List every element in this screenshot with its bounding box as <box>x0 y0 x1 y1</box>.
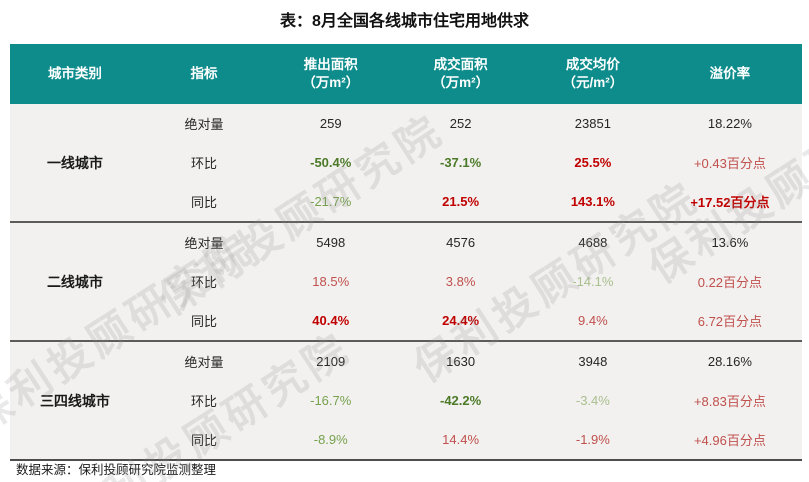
value-cell: 40.4% <box>312 313 350 328</box>
value-cell: 143.1% <box>570 194 615 209</box>
metric-label: 同比 <box>191 314 218 329</box>
value-cell: -37.1% <box>440 155 482 170</box>
value-cell: 28.16% <box>707 354 752 369</box>
category-label: 一线城市 <box>46 154 103 171</box>
value-cell: 14.4% <box>442 432 480 447</box>
value-cell: -8.9% <box>313 432 348 447</box>
column-header-label: 城市类别 <box>47 66 102 82</box>
page-title: 表：8月全国各线城市住宅用地供求 <box>280 13 529 30</box>
value-cell: 21.5% <box>442 194 480 209</box>
value-cell: 18.22% <box>707 116 752 131</box>
column-header-label: 推出面积 <box>303 57 358 73</box>
category-label: 二线城市 <box>46 273 103 290</box>
column-header-label: 成交均价 <box>565 57 620 73</box>
table-header-row: 城市类别 指标 推出面积 （万m²） 成交面积 （万m²） 成交均价 （元/m²） 溢价率 <box>10 44 802 104</box>
value-cell: +17.52百分点 <box>690 195 770 210</box>
value-cell: 2109 <box>316 354 346 369</box>
category-label: 三四线城市 <box>39 392 110 409</box>
value-cell: 4688 <box>578 235 608 250</box>
column-header: 城市类别 <box>10 44 140 104</box>
value-cell: 3.8% <box>445 274 476 289</box>
value-cell: 13.6% <box>711 235 749 250</box>
column-header-unit: （万m²） <box>302 75 360 90</box>
column-header: 溢价率 <box>658 44 802 104</box>
value-cell: 3948 <box>578 354 608 369</box>
value-cell: -16.7% <box>310 393 352 408</box>
metric-label: 绝对量 <box>184 355 224 370</box>
column-header: 成交面积 （万m²） <box>393 44 528 104</box>
value-cell: +8.83百分点 <box>693 394 766 409</box>
value-cell: 1630 <box>446 354 476 369</box>
value-cell: 5498 <box>316 235 346 250</box>
value-cell: +0.43百分点 <box>693 156 766 171</box>
column-header-label: 指标 <box>190 66 218 82</box>
data-source-note: 数据来源：保利投顾研究院监测整理 <box>16 463 217 477</box>
city-tier-group: 二线城市 绝对量 5498 4576 4688 13.6% 环比 18.5% 3.8% -14.1… <box>10 221 802 340</box>
value-cell: -42.2% <box>440 393 482 408</box>
metric-label: 同比 <box>191 433 218 448</box>
column-header-unit: （万m²） <box>432 75 490 90</box>
column-header-unit: （元/m²） <box>562 75 624 90</box>
value-cell: +4.96百分点 <box>693 433 766 448</box>
value-cell: -1.9% <box>575 432 610 447</box>
metric-label: 同比 <box>191 195 218 210</box>
column-header: 成交均价 （元/m²） <box>528 44 658 104</box>
metric-label: 环比 <box>191 156 218 171</box>
value-cell: 0.22百分点 <box>697 275 763 290</box>
value-cell: 23851 <box>574 116 611 131</box>
column-header: 指标 <box>140 44 268 104</box>
column-header: 推出面积 （万m²） <box>268 44 393 104</box>
value-cell: 9.4% <box>578 313 608 328</box>
value-cell: -3.4% <box>575 393 610 408</box>
value-cell: 4576 <box>446 235 476 250</box>
metric-label: 绝对量 <box>184 236 224 251</box>
value-cell: -50.4% <box>310 155 352 170</box>
metric-label: 环比 <box>191 394 218 409</box>
value-cell: 18.5% <box>312 274 350 289</box>
city-tier-group: 三四线城市 绝对量 2109 1630 3948 28.16% 环比 -16.7% -42.2%… <box>10 340 802 459</box>
value-cell: 6.72百分点 <box>697 314 763 329</box>
column-header-label: 成交面积 <box>433 57 488 73</box>
column-header-label: 溢价率 <box>709 66 751 82</box>
value-cell: -21.7% <box>310 194 352 209</box>
metric-label: 绝对量 <box>184 117 224 132</box>
metric-label: 环比 <box>191 275 218 290</box>
value-cell: 259 <box>319 116 342 131</box>
value-cell: 24.4% <box>442 313 480 328</box>
data-table: 城市类别 指标 推出面积 （万m²） 成交面积 （万m²） 成交均价 （元/m²） 溢价率 一线… <box>10 44 802 461</box>
city-tier-group: 一线城市 绝对量 259 252 23851 18.22% 环比 -50.4% -37.1% 25… <box>10 104 802 221</box>
value-cell: -14.1% <box>572 274 614 289</box>
value-cell: 25.5% <box>574 155 612 170</box>
table-body: 一线城市 绝对量 259 252 23851 18.22% 环比 -50.4% -37.1% 25… <box>10 104 802 461</box>
value-cell: 252 <box>449 116 472 131</box>
